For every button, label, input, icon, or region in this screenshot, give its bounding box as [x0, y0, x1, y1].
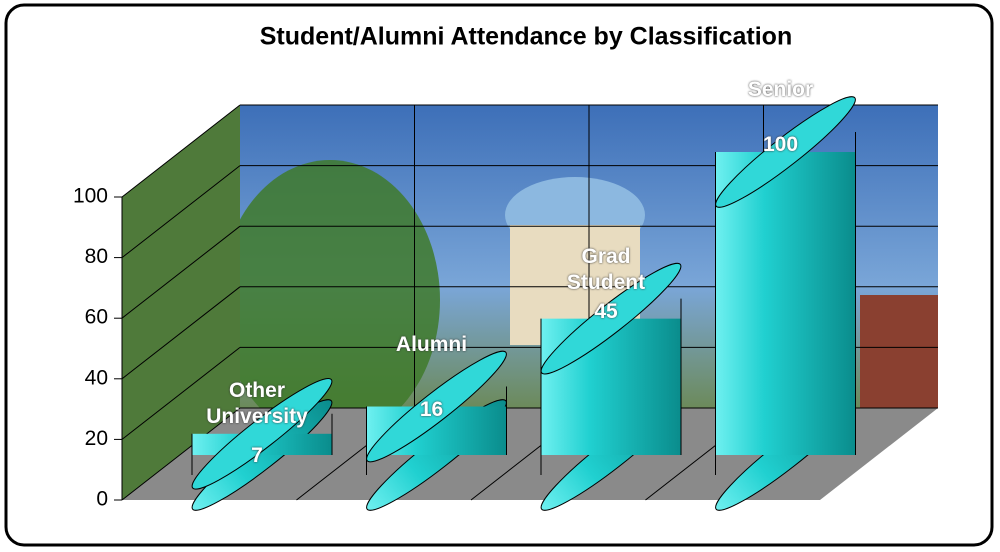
building — [860, 295, 938, 408]
chart-title: Student/Alumni Attendance by Classificat… — [260, 23, 792, 51]
grid-line — [121, 286, 241, 380]
bar — [366, 350, 507, 511]
value-label: 45 — [594, 299, 618, 323]
bar-part — [366, 350, 507, 463]
grid-line — [121, 104, 241, 198]
y-tick-label: 100 — [73, 185, 108, 208]
value-label: 16 — [419, 397, 444, 421]
left-wall — [122, 105, 240, 500]
category-label: Grad Student — [566, 244, 646, 294]
y-tick-label: 20 — [85, 427, 108, 450]
bar-part — [191, 377, 333, 490]
bar — [191, 377, 333, 511]
y-tick-label: 60 — [85, 306, 108, 329]
tree — [220, 160, 440, 440]
y-tick-label: 0 — [96, 488, 108, 511]
category-label: Other University — [206, 378, 308, 428]
grid-line — [121, 347, 241, 440]
bar-part — [715, 96, 856, 208]
y-tick-label: 40 — [85, 366, 108, 389]
category-label: Alumni — [395, 332, 468, 356]
bar-part — [541, 318, 681, 455]
value-label: 100 — [762, 133, 799, 156]
bar-part — [540, 262, 682, 375]
grid-line — [121, 165, 241, 258]
grid-line — [121, 407, 241, 501]
bar — [715, 96, 856, 511]
y-tick-label: 80 — [85, 245, 108, 268]
value-label: 7 — [251, 443, 263, 467]
bar-part — [715, 152, 856, 455]
category-label: Senior — [747, 78, 814, 101]
bar — [540, 262, 682, 511]
grid-line — [121, 225, 241, 319]
